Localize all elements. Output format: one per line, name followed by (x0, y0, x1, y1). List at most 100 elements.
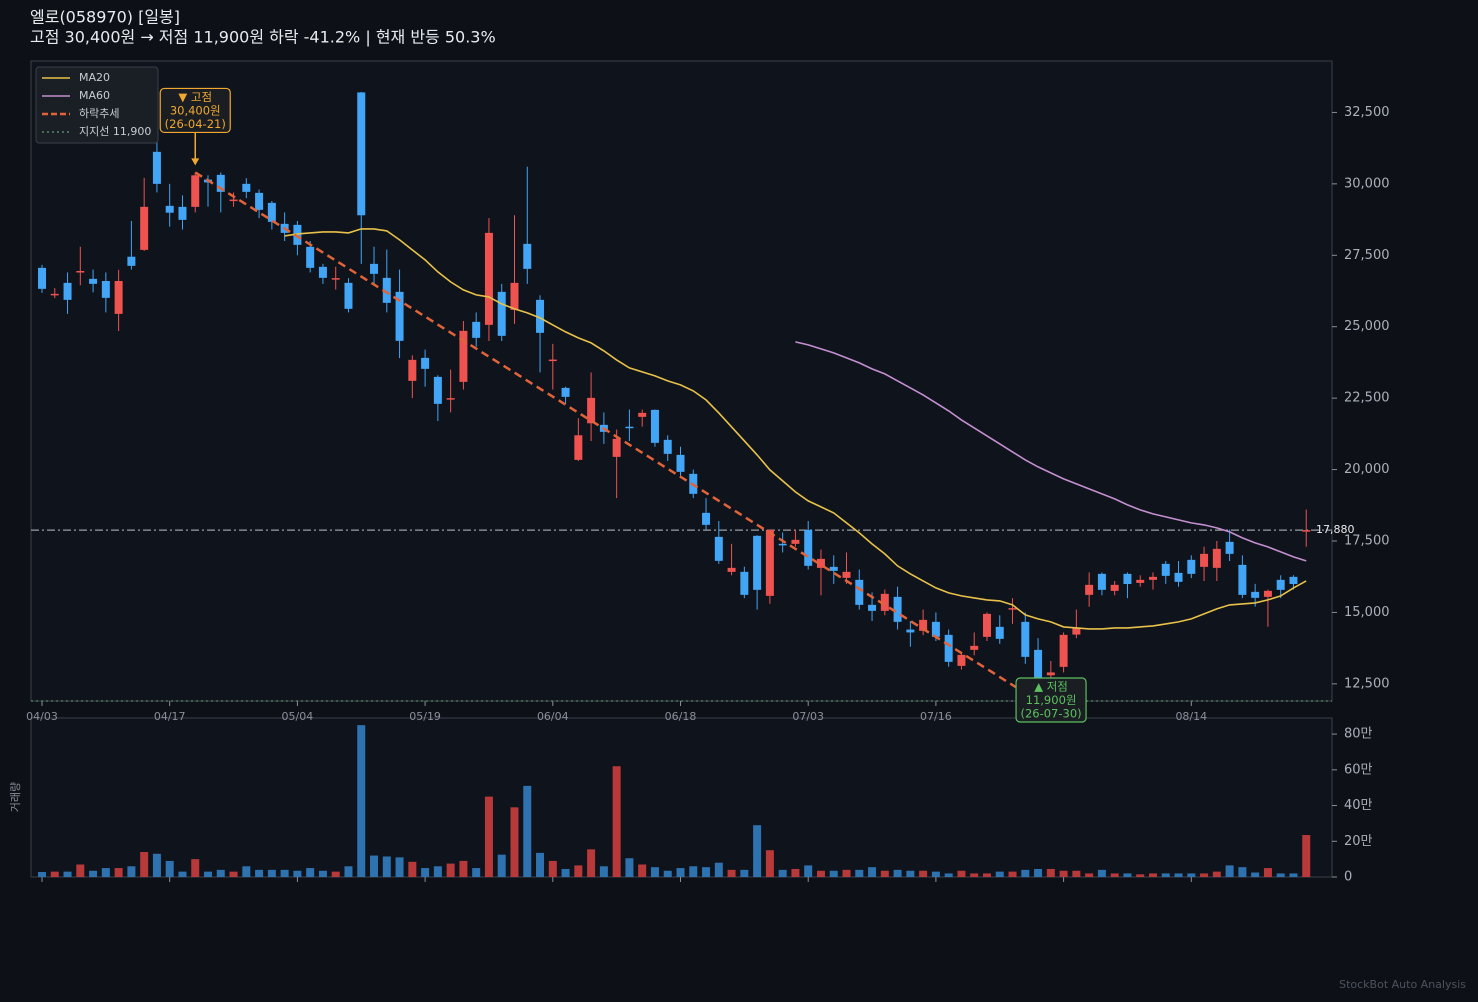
legend-label: 지지선 11,900 (79, 125, 151, 138)
candle-body (1187, 559, 1196, 574)
chart-subtitle: 고점 30,400원 → 저점 11,900원 하락 -41.2% | 현재 반… (30, 28, 496, 47)
volume-bar (140, 851, 149, 877)
volume-bar (740, 869, 749, 877)
volume-bar (1289, 873, 1298, 877)
volume-bar (76, 864, 85, 877)
y-tick-label: 40만 (1344, 798, 1373, 813)
volume-bar (63, 871, 72, 877)
volume-bar (267, 869, 276, 877)
x-tick-label: 06/18 (665, 710, 697, 723)
volume-bar (446, 863, 455, 877)
volume-bar (191, 859, 200, 877)
y-tick-label: 12,500 (1344, 676, 1390, 691)
x-tick-label: 05/19 (409, 710, 441, 723)
candle-body (676, 454, 685, 472)
volume-bar (204, 871, 213, 877)
candle-body (459, 330, 468, 382)
candle-body (791, 539, 800, 544)
candle-body (1225, 541, 1234, 554)
candle-body (242, 183, 251, 192)
x-tick-label: 07/03 (792, 710, 824, 723)
candle-body (1200, 553, 1209, 567)
candle-body (970, 645, 979, 650)
volume-bar (344, 866, 353, 877)
volume-bar (1276, 873, 1285, 877)
volume-bar (561, 868, 570, 877)
volume-bar (650, 867, 659, 877)
candle-body (650, 409, 659, 443)
volume-bar (1021, 869, 1030, 877)
current-label: 17,880 (1316, 523, 1355, 536)
volume-bar (931, 871, 940, 877)
volume-bar (255, 869, 264, 877)
volume-bar (472, 868, 481, 877)
candle-body (1046, 672, 1055, 676)
candle-body (433, 376, 442, 404)
volume-bar (1251, 872, 1260, 877)
volume-bar (906, 870, 915, 877)
candle-body (855, 579, 864, 605)
volume-bar (280, 869, 289, 877)
candle-body (446, 398, 455, 400)
volume-bar (510, 807, 519, 877)
candle-body (267, 202, 276, 222)
candle-body (178, 206, 187, 220)
candle-body (548, 359, 557, 362)
candle-body (893, 596, 902, 622)
volume-bar (1263, 868, 1272, 877)
volume-bar (306, 868, 315, 877)
annotation-text: (26-07-30) (1020, 707, 1081, 721)
candle-body (804, 529, 813, 566)
candle-body (382, 277, 391, 303)
volume-bar (114, 868, 123, 877)
candle-body (1212, 548, 1221, 568)
annotation-arrowhead (191, 158, 200, 166)
candle-body (127, 256, 136, 266)
y-tick-label: 30,000 (1344, 176, 1390, 191)
candle-body (293, 224, 302, 245)
candle-body (1136, 579, 1145, 583)
candle-body (152, 151, 161, 184)
price-panel (30, 60, 1333, 702)
candle-body (421, 357, 430, 369)
candle-body (995, 626, 1004, 639)
candle-body (727, 567, 736, 572)
y-tick-label: 15,000 (1344, 605, 1390, 620)
volume-bar (599, 866, 608, 877)
volume-axis-label: 거래량 (9, 782, 22, 812)
candle-body (318, 266, 327, 278)
x-tick-label: 05/04 (282, 710, 314, 723)
annotation-text: ▼ 고점 (178, 90, 212, 104)
candle-body (1263, 590, 1272, 597)
y-tick-label: 0 (1344, 870, 1352, 885)
candle-body (357, 92, 366, 216)
volume-bar (433, 866, 442, 877)
annotation-text: ▲ 저점 (1034, 680, 1068, 694)
ma-line (795, 341, 1307, 562)
candle-body (931, 621, 940, 637)
legend-box (35, 66, 159, 144)
candle-body (395, 291, 404, 341)
volume-bar (1225, 865, 1234, 877)
candle-body (408, 359, 417, 381)
volume-bar (1110, 873, 1119, 877)
volume-panel (30, 717, 1333, 878)
trend-line (194, 171, 1039, 703)
candle-body (919, 619, 928, 631)
volume-bar (484, 796, 493, 877)
volume-bar (868, 867, 877, 877)
candle-body (101, 281, 110, 298)
volume-bar (382, 856, 391, 877)
candle-body (1008, 608, 1017, 610)
volume-bar (625, 858, 634, 877)
volume-bar (1097, 869, 1106, 877)
volume-bar (370, 855, 379, 877)
y-tick-label: 60만 (1344, 762, 1373, 777)
volume-bar (408, 861, 417, 877)
candle-body (38, 267, 46, 289)
candle-body (1072, 627, 1081, 635)
candle-body (165, 205, 174, 213)
volume-bar (1302, 835, 1311, 877)
volume-bar (1161, 873, 1170, 877)
volume-bar (38, 871, 46, 877)
